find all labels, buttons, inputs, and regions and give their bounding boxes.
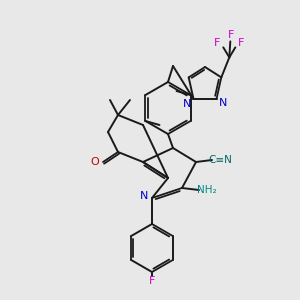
- Text: NH₂: NH₂: [197, 185, 217, 195]
- Text: F: F: [214, 38, 220, 48]
- Text: N: N: [183, 99, 192, 109]
- Text: F: F: [238, 38, 244, 48]
- Text: F: F: [228, 30, 235, 40]
- Text: C≡N: C≡N: [208, 155, 232, 165]
- Text: O: O: [91, 157, 99, 167]
- Text: N: N: [218, 98, 227, 108]
- Text: F: F: [149, 276, 155, 286]
- Text: N: N: [140, 191, 148, 201]
